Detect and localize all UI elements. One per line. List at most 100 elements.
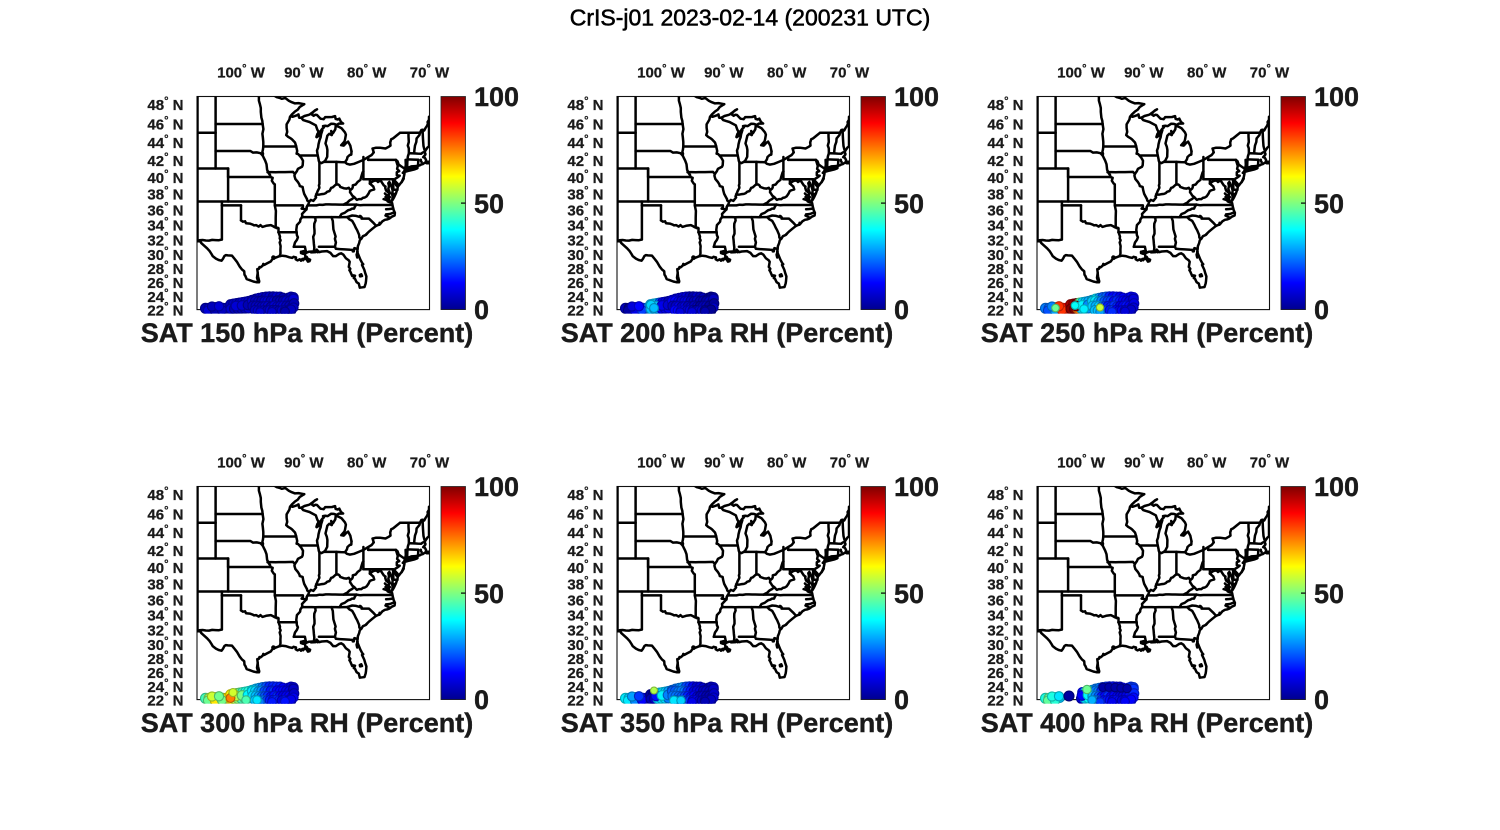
svg-text:24° N: 24° N bbox=[147, 287, 183, 306]
svg-text:80° W: 80° W bbox=[1187, 63, 1227, 82]
svg-text:46° N: 46° N bbox=[567, 505, 603, 524]
svg-text:46° N: 46° N bbox=[567, 115, 603, 134]
svg-text:0: 0 bbox=[894, 685, 909, 715]
svg-text:0: 0 bbox=[474, 685, 489, 715]
svg-text:50: 50 bbox=[1314, 189, 1344, 219]
svg-text:48° N: 48° N bbox=[147, 96, 183, 115]
svg-text:50: 50 bbox=[894, 579, 924, 609]
svg-text:24° N: 24° N bbox=[567, 677, 603, 696]
svg-text:34° N: 34° N bbox=[567, 216, 603, 235]
svg-text:36° N: 36° N bbox=[567, 201, 603, 220]
svg-text:80° W: 80° W bbox=[1187, 453, 1227, 472]
svg-text:24° N: 24° N bbox=[567, 287, 603, 306]
svg-text:26° N: 26° N bbox=[567, 663, 603, 682]
svg-text:80° W: 80° W bbox=[767, 63, 807, 82]
svg-text:40° N: 40° N bbox=[987, 559, 1023, 578]
svg-text:22° N: 22° N bbox=[987, 691, 1023, 710]
svg-text:32° N: 32° N bbox=[147, 231, 183, 250]
svg-text:36° N: 36° N bbox=[987, 201, 1023, 220]
svg-text:34° N: 34° N bbox=[987, 606, 1023, 625]
svg-text:44° N: 44° N bbox=[987, 524, 1023, 543]
svg-text:46° N: 46° N bbox=[147, 115, 183, 134]
svg-text:32° N: 32° N bbox=[147, 621, 183, 640]
svg-text:38° N: 38° N bbox=[147, 575, 183, 594]
svg-text:32° N: 32° N bbox=[987, 621, 1023, 640]
svg-text:SAT 150 hPa RH (Percent): SAT 150 hPa RH (Percent) bbox=[141, 318, 474, 348]
svg-text:0: 0 bbox=[1314, 295, 1329, 325]
svg-text:44° N: 44° N bbox=[147, 134, 183, 153]
svg-text:40° N: 40° N bbox=[147, 559, 183, 578]
svg-text:28° N: 28° N bbox=[147, 260, 183, 279]
svg-text:90° W: 90° W bbox=[1124, 63, 1164, 82]
svg-text:0: 0 bbox=[1314, 685, 1329, 715]
svg-text:36° N: 36° N bbox=[147, 591, 183, 610]
svg-text:100° W: 100° W bbox=[1057, 63, 1106, 82]
svg-text:24° N: 24° N bbox=[987, 677, 1023, 696]
svg-text:100: 100 bbox=[894, 82, 939, 112]
svg-text:36° N: 36° N bbox=[987, 591, 1023, 610]
svg-text:36° N: 36° N bbox=[567, 591, 603, 610]
svg-text:38° N: 38° N bbox=[147, 185, 183, 204]
svg-text:40° N: 40° N bbox=[987, 169, 1023, 188]
svg-text:100: 100 bbox=[1314, 472, 1359, 502]
svg-text:26° N: 26° N bbox=[567, 273, 603, 292]
svg-text:46° N: 46° N bbox=[147, 505, 183, 524]
svg-text:30° N: 30° N bbox=[987, 636, 1023, 655]
svg-text:80° W: 80° W bbox=[347, 453, 387, 472]
svg-text:34° N: 34° N bbox=[147, 216, 183, 235]
svg-text:100° W: 100° W bbox=[637, 63, 686, 82]
svg-text:22° N: 22° N bbox=[147, 301, 183, 320]
svg-text:28° N: 28° N bbox=[987, 650, 1023, 669]
svg-text:22° N: 22° N bbox=[567, 301, 603, 320]
svg-text:30° N: 30° N bbox=[147, 636, 183, 655]
svg-text:CrIS-j01 2023-02-14 (200231 UT: CrIS-j01 2023-02-14 (200231 UTC) bbox=[570, 5, 931, 31]
svg-text:46° N: 46° N bbox=[987, 505, 1023, 524]
svg-text:48° N: 48° N bbox=[987, 486, 1023, 505]
svg-text:100° W: 100° W bbox=[1057, 453, 1106, 472]
svg-text:100: 100 bbox=[1314, 82, 1359, 112]
svg-text:40° N: 40° N bbox=[567, 169, 603, 188]
svg-text:42° N: 42° N bbox=[147, 541, 183, 560]
svg-text:90° W: 90° W bbox=[1124, 453, 1164, 472]
svg-text:SAT 200 hPa RH (Percent): SAT 200 hPa RH (Percent) bbox=[561, 318, 894, 348]
svg-text:42° N: 42° N bbox=[147, 151, 183, 170]
svg-text:48° N: 48° N bbox=[567, 96, 603, 115]
svg-text:38° N: 38° N bbox=[567, 575, 603, 594]
svg-text:28° N: 28° N bbox=[987, 260, 1023, 279]
svg-text:44° N: 44° N bbox=[567, 134, 603, 153]
svg-text:44° N: 44° N bbox=[567, 524, 603, 543]
svg-text:100° W: 100° W bbox=[637, 453, 686, 472]
svg-text:38° N: 38° N bbox=[987, 575, 1023, 594]
svg-text:50: 50 bbox=[474, 189, 504, 219]
svg-text:SAT 400 hPa RH (Percent): SAT 400 hPa RH (Percent) bbox=[981, 708, 1314, 738]
svg-text:100: 100 bbox=[474, 472, 519, 502]
svg-text:SAT 350 hPa RH (Percent): SAT 350 hPa RH (Percent) bbox=[561, 708, 894, 738]
svg-text:70° W: 70° W bbox=[830, 63, 870, 82]
svg-text:40° N: 40° N bbox=[567, 559, 603, 578]
svg-text:42° N: 42° N bbox=[567, 151, 603, 170]
svg-text:SAT 250 hPa RH (Percent): SAT 250 hPa RH (Percent) bbox=[981, 318, 1314, 348]
svg-text:SAT 300 hPa RH (Percent): SAT 300 hPa RH (Percent) bbox=[141, 708, 474, 738]
svg-text:90° W: 90° W bbox=[284, 63, 324, 82]
svg-text:24° N: 24° N bbox=[147, 677, 183, 696]
svg-text:100° W: 100° W bbox=[217, 63, 266, 82]
svg-text:90° W: 90° W bbox=[704, 453, 744, 472]
svg-text:50: 50 bbox=[474, 579, 504, 609]
svg-text:80° W: 80° W bbox=[767, 453, 807, 472]
svg-text:28° N: 28° N bbox=[567, 260, 603, 279]
svg-text:42° N: 42° N bbox=[567, 541, 603, 560]
svg-text:44° N: 44° N bbox=[987, 134, 1023, 153]
svg-text:26° N: 26° N bbox=[987, 663, 1023, 682]
svg-text:48° N: 48° N bbox=[567, 486, 603, 505]
svg-text:32° N: 32° N bbox=[567, 621, 603, 640]
svg-text:100: 100 bbox=[894, 472, 939, 502]
svg-text:0: 0 bbox=[474, 295, 489, 325]
svg-text:90° W: 90° W bbox=[284, 453, 324, 472]
svg-text:34° N: 34° N bbox=[987, 216, 1023, 235]
svg-text:38° N: 38° N bbox=[987, 185, 1023, 204]
svg-text:50: 50 bbox=[1314, 579, 1344, 609]
svg-text:26° N: 26° N bbox=[987, 273, 1023, 292]
svg-text:100: 100 bbox=[474, 82, 519, 112]
svg-text:32° N: 32° N bbox=[987, 231, 1023, 250]
svg-text:34° N: 34° N bbox=[147, 606, 183, 625]
